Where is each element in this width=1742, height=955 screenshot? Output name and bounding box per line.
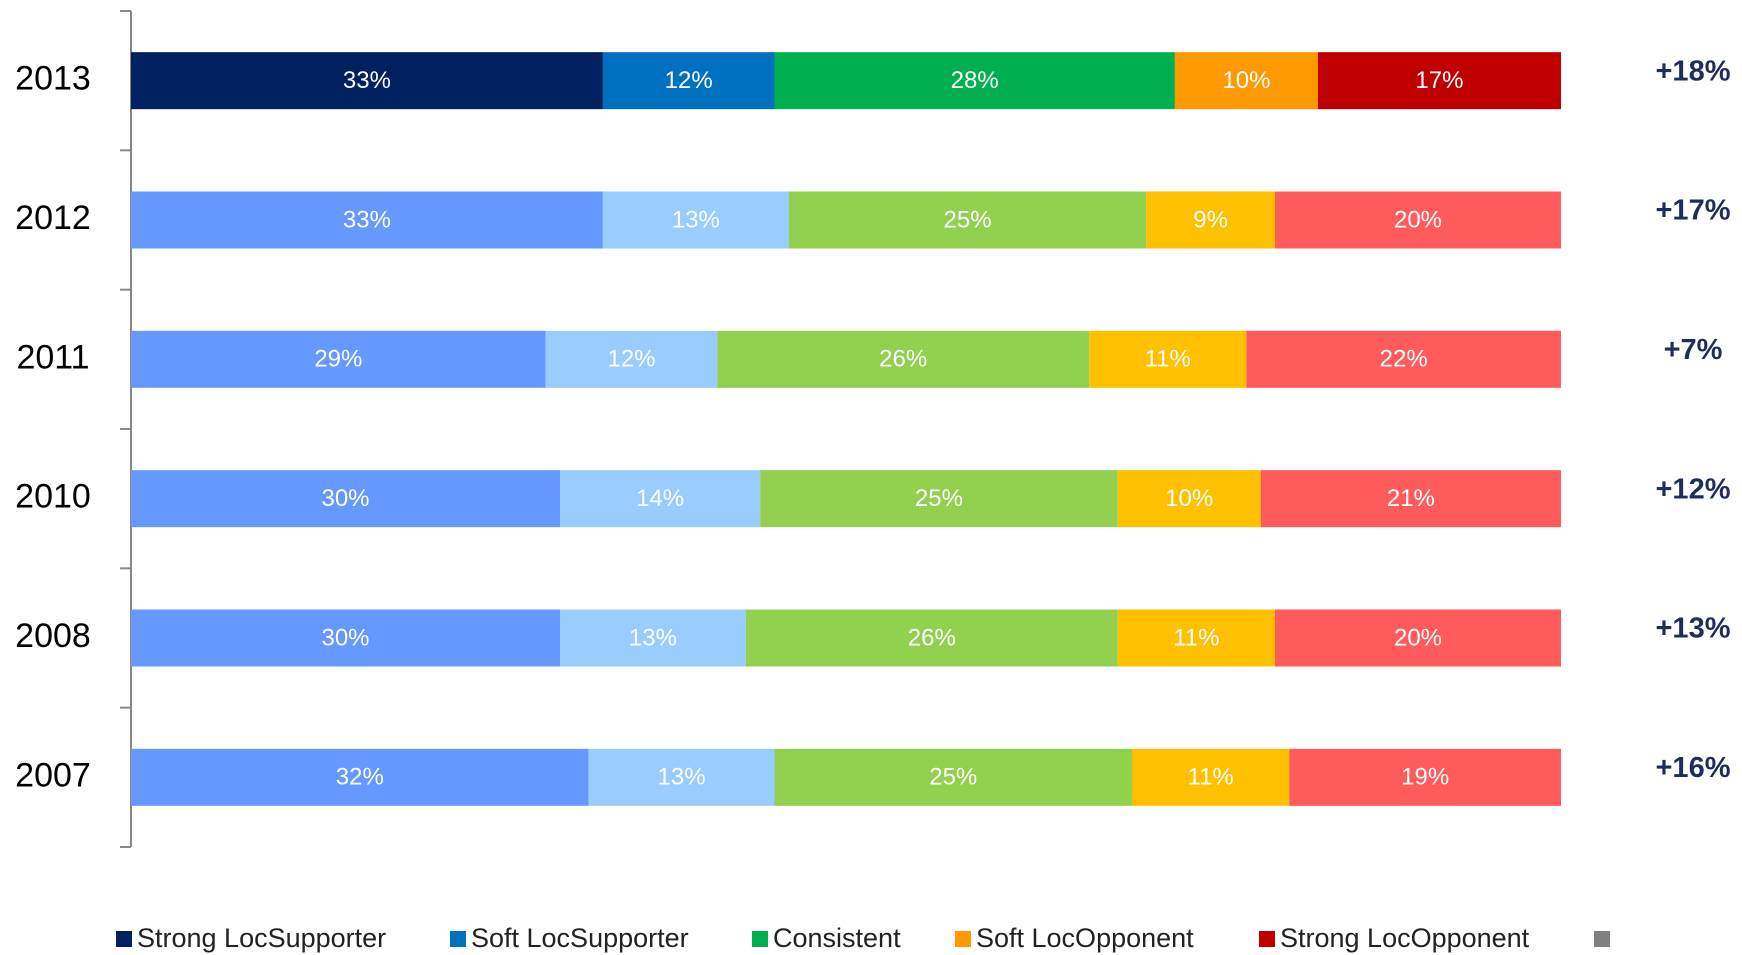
legend-swatch <box>1594 931 1610 947</box>
legend-label: Strong LocSupporter <box>137 923 386 953</box>
value-label: 13% <box>672 206 720 233</box>
annotation: +13% <box>1656 613 1731 645</box>
legend-swatch <box>1259 931 1275 947</box>
annotation: +18% <box>1656 55 1731 87</box>
legend-swatch <box>752 931 768 947</box>
bar-segment <box>560 470 761 528</box>
bar-segment <box>774 52 1175 110</box>
value-label: 26% <box>879 346 927 373</box>
value-label: 11% <box>1188 764 1234 791</box>
bar-segment <box>545 330 718 388</box>
bar-segment <box>1275 191 1561 249</box>
value-label: 11% <box>1145 346 1191 373</box>
bar-segment <box>1174 52 1318 110</box>
bar-segment <box>1275 609 1561 667</box>
value-label: 12% <box>607 346 655 373</box>
value-label: 21% <box>1387 485 1435 512</box>
bar-segment <box>602 52 775 110</box>
bar-segment <box>602 191 789 249</box>
value-label: 25% <box>915 485 963 512</box>
bar-segment <box>1289 748 1561 806</box>
annotation: +7% <box>1664 334 1723 366</box>
bar-segment <box>1117 470 1261 528</box>
y-tick-label: 2012 <box>15 199 91 237</box>
value-label: 32% <box>336 764 384 791</box>
value-label: 29% <box>314 346 362 373</box>
annotation: +12% <box>1656 473 1731 505</box>
legend-swatch <box>116 931 132 947</box>
y-tick-label: 2013 <box>15 60 91 98</box>
bar-segment <box>788 191 1147 249</box>
value-label: 10% <box>1165 485 1213 512</box>
value-label: 14% <box>636 485 684 512</box>
value-label: 33% <box>343 67 391 94</box>
bar-segment <box>1089 330 1247 388</box>
bar-segment <box>717 330 1090 388</box>
bar-segment <box>131 52 603 110</box>
value-label: 30% <box>321 485 369 512</box>
legend-label: Strong LocOpponent <box>1280 923 1530 953</box>
bar-segment <box>131 748 589 806</box>
value-label: 25% <box>929 764 977 791</box>
legend-swatch <box>450 931 466 947</box>
bar-segment <box>1132 748 1290 806</box>
annotation: +16% <box>1656 752 1731 784</box>
bar-segment <box>1117 609 1275 667</box>
legend-label: Soft LocOpponent <box>976 923 1194 953</box>
value-label: 10% <box>1222 67 1270 94</box>
value-label: 22% <box>1380 346 1428 373</box>
value-label: 11% <box>1173 624 1219 651</box>
legend-label: Consistent <box>773 923 901 953</box>
bar-segment <box>1317 52 1561 110</box>
bar-segment <box>760 470 1118 528</box>
bar-segment <box>131 609 560 667</box>
value-label: 19% <box>1401 764 1449 791</box>
legend-label: Soft LocSupporter <box>471 923 689 953</box>
bar-segment <box>774 748 1132 806</box>
value-label: 13% <box>629 624 677 651</box>
value-label: 33% <box>343 206 391 233</box>
value-label: 30% <box>321 624 369 651</box>
bar-segment <box>131 191 603 249</box>
value-label: 9% <box>1193 206 1228 233</box>
y-tick-label: 2008 <box>15 617 91 655</box>
bar-segment <box>745 609 1118 667</box>
bar-segment <box>560 609 746 667</box>
y-tick-label: 2010 <box>15 478 91 516</box>
bar-segment <box>588 748 775 806</box>
value-label: 20% <box>1394 624 1442 651</box>
value-label: 20% <box>1394 206 1442 233</box>
value-label: 28% <box>951 67 999 94</box>
bar-segment <box>131 470 560 528</box>
bar-segment <box>1246 330 1561 388</box>
value-label: 13% <box>658 764 706 791</box>
bar-segment <box>1146 191 1275 249</box>
value-label: 25% <box>944 206 992 233</box>
y-tick-label: 2011 <box>16 338 89 376</box>
bar-segment <box>1260 470 1561 528</box>
value-label: 17% <box>1415 67 1463 94</box>
annotation: +17% <box>1656 195 1731 227</box>
legend-swatch <box>955 931 971 947</box>
value-label: 26% <box>908 624 956 651</box>
bar-segment <box>131 330 546 388</box>
value-label: 12% <box>665 67 713 94</box>
y-tick-label: 2007 <box>15 756 91 794</box>
